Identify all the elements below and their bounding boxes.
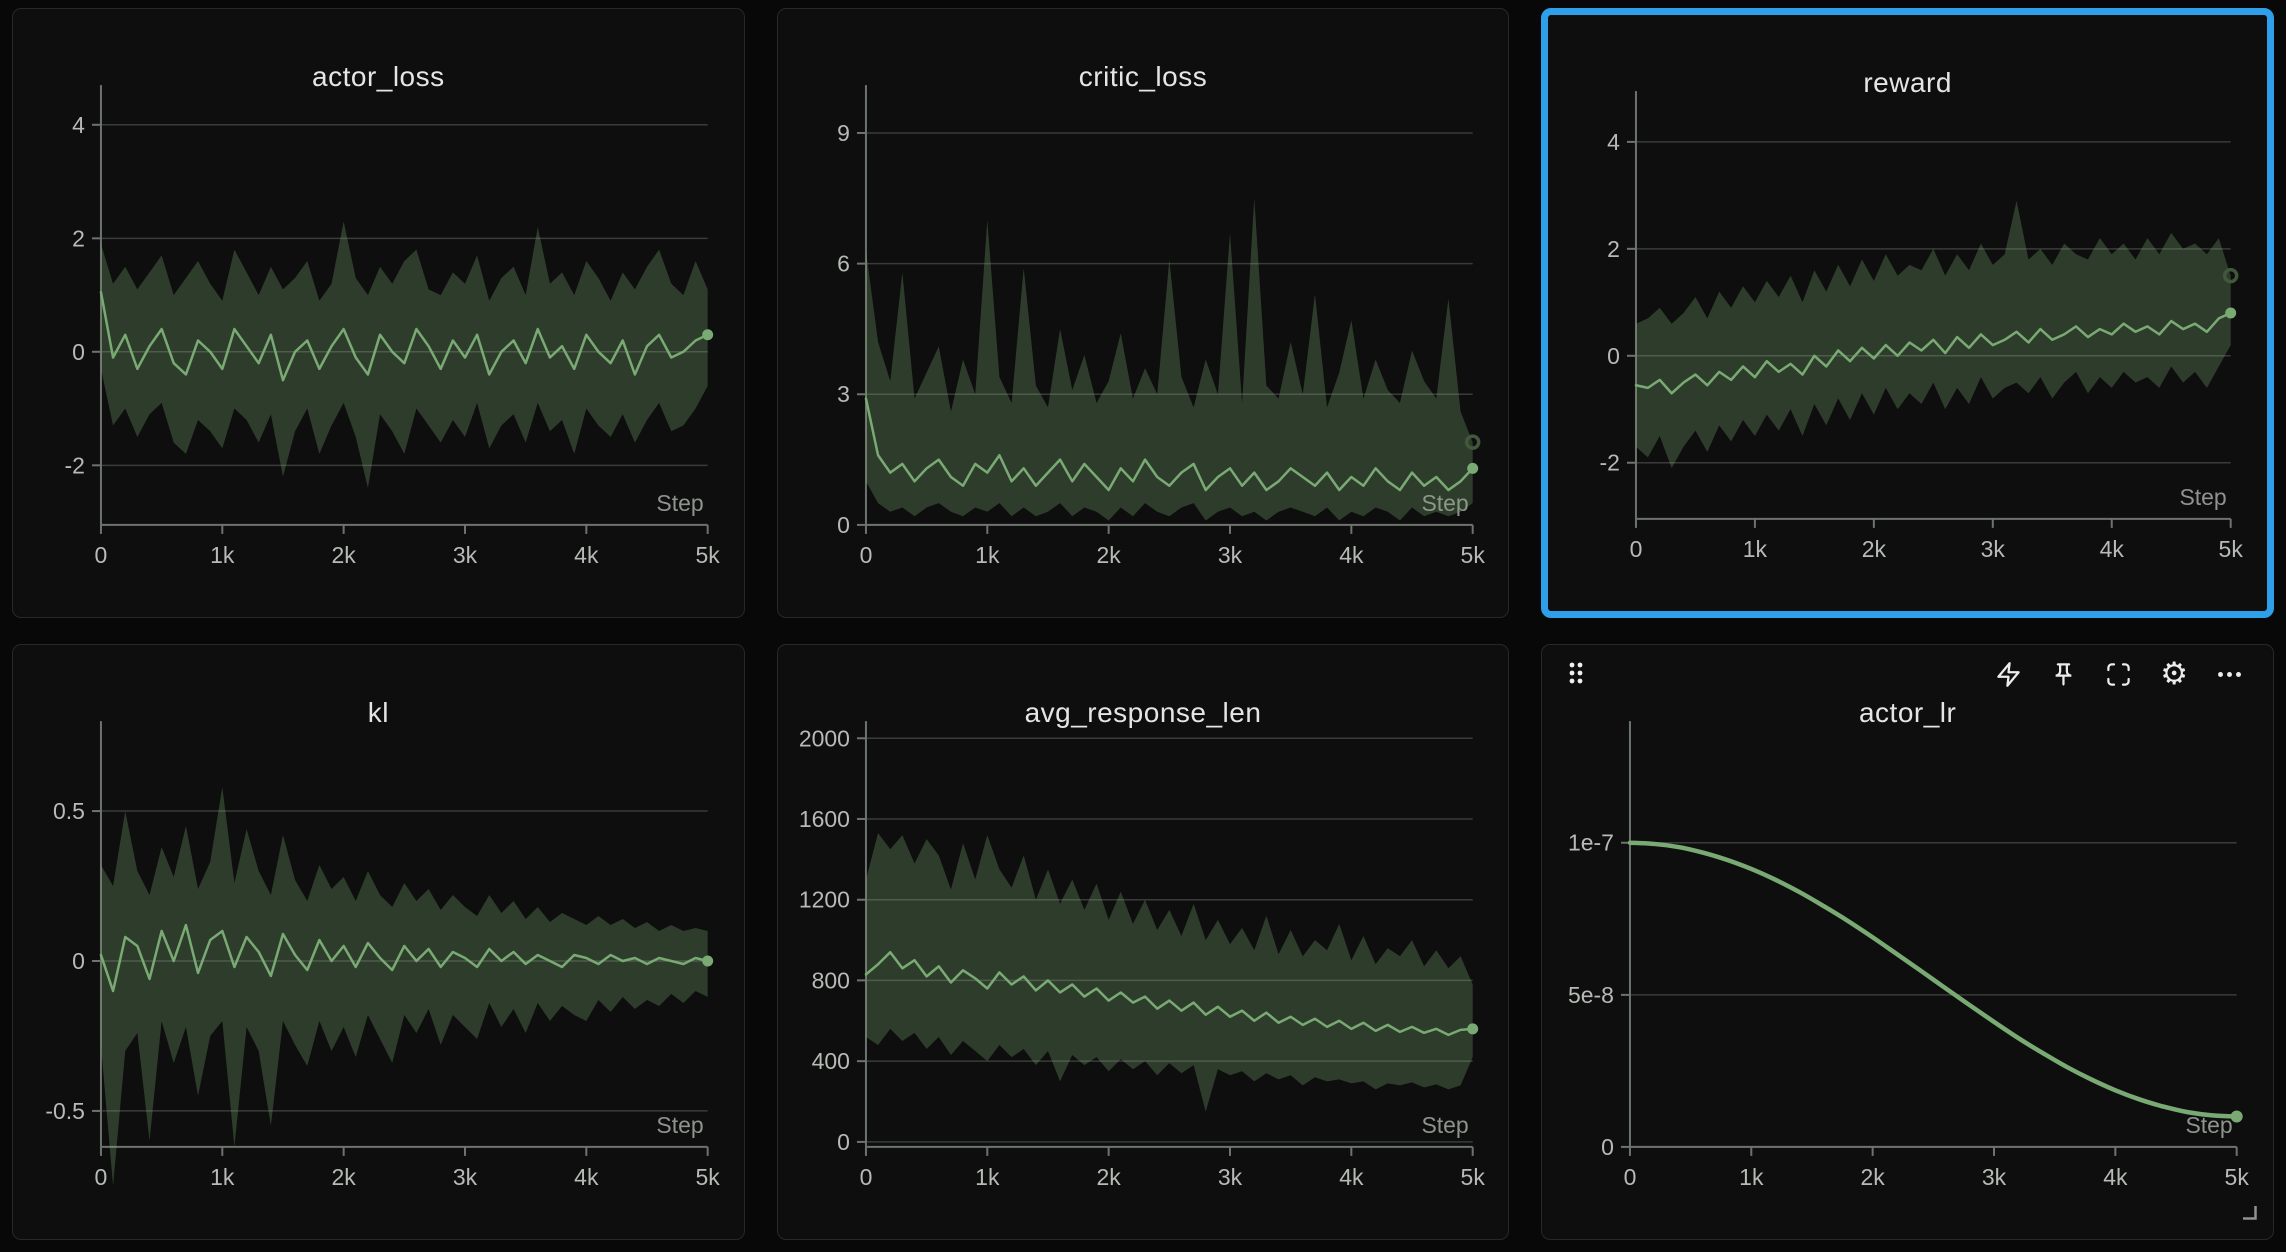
svg-text:3k: 3k — [1981, 536, 2006, 562]
svg-text:2: 2 — [1608, 236, 1621, 262]
svg-text:4k: 4k — [574, 542, 599, 568]
chart-actor-loss[interactable]: -2 0 2 4 0 1k 2k 3k 4k 5k Step — [13, 9, 744, 617]
svg-text:3k: 3k — [1218, 1164, 1243, 1190]
panel-title: critic_loss — [1078, 61, 1208, 92]
svg-text:5k: 5k — [1460, 1164, 1485, 1190]
svg-text:0: 0 — [859, 542, 872, 568]
svg-text:1k: 1k — [1743, 536, 1768, 562]
svg-text:1600: 1600 — [799, 806, 850, 832]
svg-text:2: 2 — [72, 225, 85, 251]
svg-text:2000: 2000 — [799, 725, 850, 751]
resize-handle-icon[interactable] — [2242, 1205, 2257, 1225]
panel-title: actor_lr — [1858, 697, 1957, 728]
svg-text:1200: 1200 — [799, 887, 850, 913]
svg-text:-0.5: -0.5 — [45, 1098, 85, 1124]
svg-text:0: 0 — [837, 512, 850, 538]
panel-title: reward — [1863, 67, 1952, 98]
svg-text:2k: 2k — [1096, 542, 1121, 568]
svg-text:4k: 4k — [574, 1164, 599, 1190]
svg-text:3k: 3k — [1218, 542, 1243, 568]
svg-text:800: 800 — [811, 967, 849, 993]
svg-text:Step: Step — [656, 1112, 703, 1138]
svg-text:2k: 2k — [1861, 1164, 1886, 1190]
svg-text:4k: 4k — [1339, 542, 1364, 568]
svg-text:2k: 2k — [1096, 1164, 1121, 1190]
chart-kl[interactable]: -0.5 0 0.5 0 1k 2k 3k 4k 5k Step — [13, 645, 744, 1239]
svg-text:-2: -2 — [1600, 450, 1620, 476]
svg-text:0: 0 — [1608, 343, 1621, 369]
svg-text:0: 0 — [72, 948, 85, 974]
svg-text:6: 6 — [837, 251, 850, 277]
panel-title: actor_loss — [312, 61, 445, 92]
fullscreen-icon[interactable] — [2105, 661, 2132, 688]
panel-avg-response-len[interactable]: avg_response_len 0 400 800 1200 1600 2000 0 1k 2… — [776, 644, 1510, 1240]
svg-text:1k: 1k — [975, 542, 1000, 568]
svg-text:1e-7: 1e-7 — [1568, 830, 1614, 856]
svg-text:0: 0 — [1602, 1134, 1615, 1160]
svg-text:0: 0 — [95, 542, 108, 568]
svg-text:5k: 5k — [2225, 1164, 2250, 1190]
svg-text:400: 400 — [811, 1048, 849, 1074]
svg-text:5k: 5k — [696, 1164, 721, 1190]
svg-text:3k: 3k — [453, 1164, 478, 1190]
svg-text:Step: Step — [2180, 484, 2227, 510]
panel-critic-loss[interactable]: critic_loss 0 3 6 9 0 1k 2k 3k 4k 5k Step — [776, 8, 1510, 618]
svg-text:0.5: 0.5 — [53, 798, 85, 824]
svg-text:0: 0 — [72, 339, 85, 365]
svg-text:1k: 1k — [1740, 1164, 1765, 1190]
svg-text:5k: 5k — [1460, 542, 1485, 568]
svg-text:1k: 1k — [210, 542, 235, 568]
drag-handle-icon[interactable] — [1568, 661, 1584, 690]
panel-actor-loss[interactable]: actor_loss -2 0 2 4 0 1k 2k 3k 4k 5k Step — [12, 8, 745, 618]
svg-text:2k: 2k — [332, 542, 357, 568]
svg-text:4k: 4k — [2100, 536, 2125, 562]
svg-text:0: 0 — [1624, 1164, 1637, 1190]
svg-text:4k: 4k — [1339, 1164, 1364, 1190]
svg-text:1k: 1k — [975, 1164, 1000, 1190]
panel-toolbar: ⚙ — [1995, 656, 2243, 692]
svg-text:4: 4 — [72, 112, 85, 138]
svg-text:0: 0 — [859, 1164, 872, 1190]
chart-avg-response-len[interactable]: 0 400 800 1200 1600 2000 0 1k 2k 3k 4k 5k Step — [778, 645, 1509, 1239]
svg-text:5k: 5k — [696, 542, 721, 568]
panel-actor-lr[interactable]: ⚙ actor_lr 0 5e-8 1e-7 0 1k 2k 3k 4k 5k Step — [1541, 644, 2274, 1240]
chart-critic-loss[interactable]: 0 3 6 9 0 1k 2k 3k 4k 5k Step — [778, 9, 1509, 617]
overflow-icon[interactable] — [2216, 661, 2243, 688]
svg-text:0: 0 — [95, 1164, 108, 1190]
panel-title: avg_response_len — [1024, 697, 1262, 728]
svg-text:Step: Step — [1421, 490, 1468, 516]
svg-text:9: 9 — [837, 120, 850, 146]
lightning-icon[interactable] — [1995, 661, 2022, 688]
svg-text:5k: 5k — [2219, 536, 2244, 562]
svg-text:Step: Step — [1421, 1112, 1468, 1138]
svg-text:-2: -2 — [65, 452, 85, 478]
svg-text:3k: 3k — [453, 542, 478, 568]
chart-reward[interactable]: -2 0 2 4 0 1k 2k 3k 4k 5k Step — [1548, 15, 2267, 611]
svg-text:0: 0 — [837, 1129, 850, 1155]
svg-text:2k: 2k — [332, 1164, 357, 1190]
pin-icon[interactable] — [2050, 661, 2077, 688]
panel-reward-selected[interactable]: reward -2 0 2 4 0 1k 2k 3k 4k 5k Step — [1541, 8, 2274, 618]
svg-text:4k: 4k — [2104, 1164, 2129, 1190]
svg-text:3: 3 — [837, 381, 850, 407]
svg-text:4: 4 — [1608, 129, 1621, 155]
panel-kl[interactable]: kl -0.5 0 0.5 0 1k 2k 3k 4k 5k Step — [12, 644, 745, 1240]
svg-text:3k: 3k — [1982, 1164, 2007, 1190]
svg-text:1k: 1k — [210, 1164, 235, 1190]
svg-text:Step: Step — [656, 490, 703, 516]
svg-text:2k: 2k — [1862, 536, 1887, 562]
svg-text:0: 0 — [1630, 536, 1643, 562]
panel-title: kl — [367, 697, 389, 728]
svg-text:5e-8: 5e-8 — [1568, 982, 1614, 1008]
gear-icon[interactable]: ⚙ — [2160, 656, 2188, 692]
